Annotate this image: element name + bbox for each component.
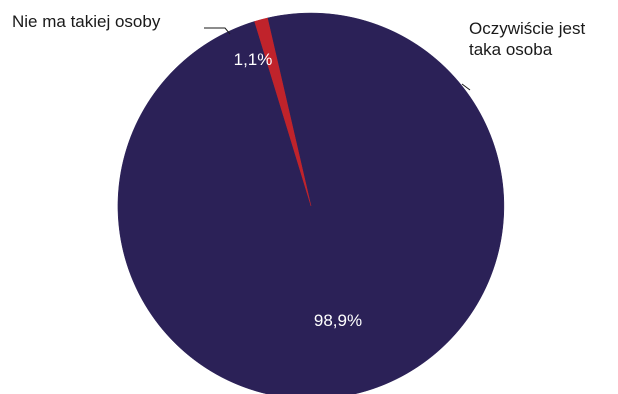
pie-slices — [117, 12, 505, 394]
leader-line-nie-ma — [204, 27, 231, 35]
slice-value-label-nie-ma: 1,1% — [234, 50, 273, 69]
pie-slice-0 — [117, 12, 505, 394]
leader-line-oczywiscie — [461, 83, 471, 91]
category-label-nie-ma: Nie ma takiej osoby — [12, 12, 161, 31]
pie-slice-1 — [254, 17, 312, 207]
category-label-oczywiscie-line2: taka osoba — [469, 40, 553, 59]
category-label-oczywiscie-line1: Oczywiście jest — [469, 19, 585, 38]
slice-value-label-oczywiscie: 98,9% — [314, 311, 362, 330]
